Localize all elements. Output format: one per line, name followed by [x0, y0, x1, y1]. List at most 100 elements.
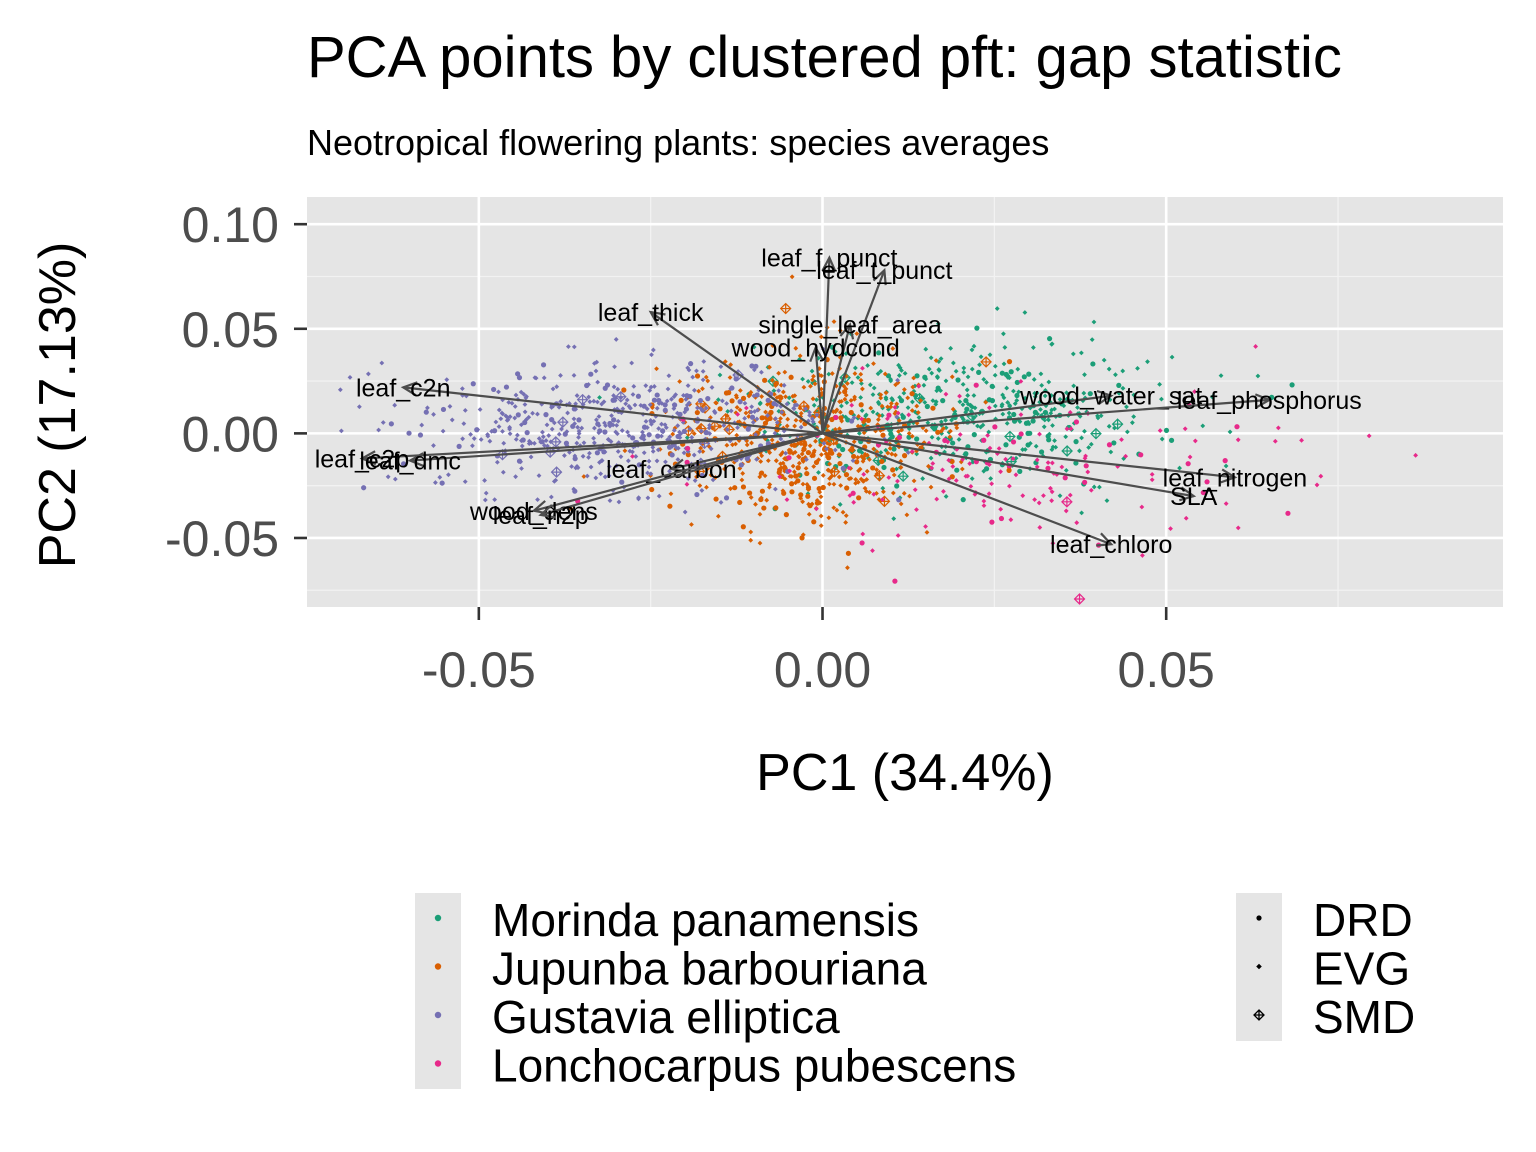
- point-evg: [772, 430, 778, 436]
- point-drd: [849, 418, 855, 424]
- point-evg: [724, 427, 730, 432]
- point-evg: [744, 442, 750, 448]
- loading-arrowhead: [1096, 532, 1114, 547]
- point-evg: [1223, 501, 1229, 507]
- point-evg: [791, 469, 797, 475]
- point-evg: [1123, 453, 1129, 459]
- point-evg: [697, 483, 703, 489]
- loading-label: single_leaf_area: [758, 312, 942, 340]
- point-evg: [971, 415, 977, 421]
- point-evg: [586, 382, 591, 387]
- point-drd: [1017, 468, 1023, 474]
- point-evg: [792, 393, 798, 399]
- point-evg: [625, 429, 630, 435]
- point-evg: [1113, 372, 1118, 378]
- point-evg: [651, 418, 657, 424]
- point-evg: [753, 432, 759, 438]
- point-evg: [734, 405, 740, 410]
- point-evg: [591, 435, 596, 441]
- point-evg: [798, 495, 804, 501]
- point-evg: [810, 419, 816, 425]
- point-evg: [522, 409, 528, 415]
- point-drd: [802, 442, 808, 448]
- point-drd: [999, 370, 1005, 376]
- y-tick-label: 0.00: [182, 406, 279, 462]
- legend-key-shape-diamond: [1256, 963, 1262, 970]
- point-evg: [862, 485, 868, 491]
- point-evg: [687, 426, 693, 432]
- point-evg: [868, 405, 874, 411]
- point-evg: [518, 389, 524, 395]
- point-evg: [943, 494, 949, 499]
- point-drd: [781, 490, 787, 496]
- point-evg: [769, 377, 775, 383]
- axes: -0.05 0.00 0.05 -0.05 0.00 0.05 0.10: [165, 197, 1215, 698]
- point-drd: [524, 430, 530, 436]
- point-drd: [909, 391, 915, 397]
- point-evg: [793, 345, 799, 351]
- point-evg: [591, 398, 597, 404]
- point-evg: [822, 436, 828, 442]
- point-evg: [1000, 411, 1006, 417]
- point-evg: [507, 431, 513, 437]
- point-evg: [471, 436, 477, 441]
- point-drd: [788, 374, 794, 380]
- point-evg: [675, 445, 681, 451]
- point-drd: [491, 386, 497, 393]
- color-legend-keys: [415, 893, 461, 1089]
- point-evg: [871, 446, 877, 452]
- point-evg: [580, 453, 586, 459]
- point-drd: [954, 467, 960, 473]
- point-evg: [449, 417, 455, 423]
- point-evg: [1366, 433, 1372, 439]
- point-drd: [694, 409, 700, 416]
- point-evg: [1255, 373, 1261, 379]
- point-evg: [734, 395, 740, 400]
- point-evg: [602, 474, 608, 480]
- loading-label: leaf_nitrogen: [1163, 464, 1308, 492]
- point-evg: [867, 457, 872, 462]
- point-drd: [723, 495, 730, 501]
- point-evg: [612, 364, 617, 370]
- point-drd: [1014, 379, 1020, 386]
- loading-label: wood_dens: [469, 498, 598, 526]
- point-evg: [778, 396, 784, 401]
- point-evg: [834, 407, 840, 413]
- point-evg: [813, 438, 818, 444]
- point-evg: [778, 465, 784, 471]
- point-evg: [967, 461, 973, 467]
- point-evg: [1097, 484, 1102, 490]
- point-evg: [1209, 394, 1215, 400]
- point-drd: [885, 373, 892, 379]
- point-evg: [1042, 388, 1048, 393]
- point-evg: [542, 443, 547, 448]
- point-evg: [1022, 310, 1028, 315]
- point-evg: [807, 409, 812, 415]
- point-evg: [886, 475, 892, 480]
- point-evg: [901, 387, 907, 392]
- point-evg: [776, 370, 782, 376]
- point-evg: [379, 360, 385, 366]
- point-evg: [874, 467, 880, 473]
- point-evg: [793, 417, 799, 423]
- point-evg: [837, 502, 843, 507]
- point-evg: [859, 416, 865, 422]
- point-evg: [636, 495, 642, 501]
- point-evg: [593, 368, 599, 374]
- point-evg: [1106, 423, 1112, 429]
- point-evg: [888, 404, 894, 410]
- point-evg: [629, 360, 635, 366]
- point-evg: [628, 405, 633, 411]
- point-evg: [648, 421, 654, 427]
- point-drd: [688, 361, 694, 367]
- point-evg: [752, 409, 758, 414]
- point-evg: [642, 425, 648, 431]
- point-evg: [530, 410, 535, 416]
- point-evg: [630, 392, 636, 397]
- point-evg: [800, 459, 806, 464]
- point-evg: [596, 414, 602, 419]
- point-drd: [759, 488, 766, 494]
- point-evg: [878, 450, 884, 455]
- point-drd: [1032, 409, 1038, 415]
